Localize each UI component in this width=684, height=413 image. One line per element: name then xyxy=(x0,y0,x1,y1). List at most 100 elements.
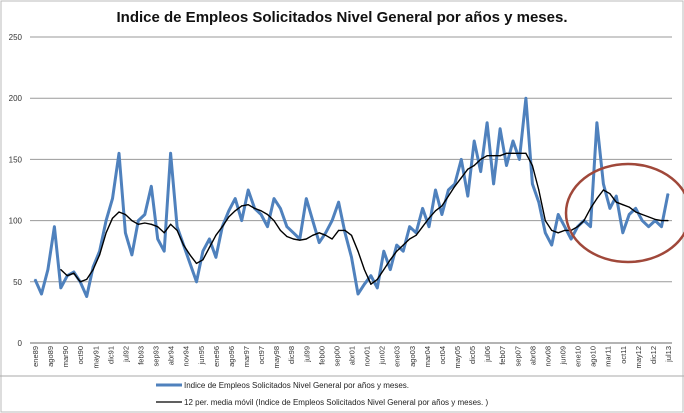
data-point xyxy=(635,207,637,209)
data-point xyxy=(234,197,236,200)
data-point xyxy=(505,164,508,167)
data-point xyxy=(105,232,107,234)
data-point xyxy=(92,268,94,271)
data-point xyxy=(299,239,301,241)
data-point xyxy=(189,262,191,265)
data-point xyxy=(480,158,482,160)
x-tick-label: ene96 xyxy=(212,346,221,367)
x-tick-label: dic05 xyxy=(468,346,477,364)
data-point xyxy=(318,232,320,234)
data-point xyxy=(499,155,501,157)
data-point xyxy=(182,244,185,246)
data-point xyxy=(505,152,508,154)
x-tick-label: feb00 xyxy=(317,346,326,365)
y-tick-label: 50 xyxy=(13,278,22,287)
x-tick-label: ago96 xyxy=(227,346,236,367)
data-point xyxy=(441,213,443,216)
data-point xyxy=(137,220,139,222)
data-point xyxy=(493,183,495,185)
x-tick-label: dic91 xyxy=(106,346,115,364)
data-point xyxy=(648,226,650,228)
data-point xyxy=(370,283,372,285)
data-point xyxy=(389,268,391,271)
data-point xyxy=(467,168,469,170)
data-point xyxy=(325,232,327,234)
data-point xyxy=(467,195,469,197)
data-point xyxy=(564,226,566,228)
data-point xyxy=(73,272,75,274)
data-point xyxy=(609,207,611,209)
data-point xyxy=(337,229,340,231)
data-point xyxy=(480,171,482,173)
data-point xyxy=(493,155,495,157)
y-axis-ticks: 0 50 100 150 200 250 xyxy=(9,33,23,348)
data-point xyxy=(331,220,333,222)
data-point xyxy=(279,207,282,209)
data-point xyxy=(86,278,88,280)
x-tick-label: oct11 xyxy=(619,346,628,364)
x-tick-label: sep93 xyxy=(152,346,161,366)
data-point xyxy=(615,201,617,203)
data-point xyxy=(428,226,430,228)
x-tick-label: feb07 xyxy=(498,346,507,365)
data-point xyxy=(344,232,346,234)
data-point xyxy=(357,293,359,295)
data-point xyxy=(531,183,533,185)
data-point xyxy=(499,128,501,130)
data-point xyxy=(286,226,288,228)
data-point xyxy=(241,205,243,207)
data-point xyxy=(163,250,165,252)
data-point xyxy=(98,254,101,256)
data-point xyxy=(428,217,430,219)
data-point xyxy=(518,152,521,154)
data-point xyxy=(518,158,521,160)
data-point xyxy=(512,152,514,154)
data-point xyxy=(363,283,366,285)
data-point xyxy=(544,232,546,234)
data-point xyxy=(195,281,198,283)
x-tick-label: sep07 xyxy=(513,346,522,366)
data-point xyxy=(525,97,527,99)
data-point xyxy=(660,226,663,228)
data-point xyxy=(124,213,127,216)
x-tick-label: may98 xyxy=(272,346,281,369)
data-point xyxy=(144,222,146,224)
data-point xyxy=(215,256,217,258)
data-point xyxy=(202,259,204,261)
x-tick-label: ago03 xyxy=(408,346,417,367)
data-point xyxy=(409,226,411,228)
data-point xyxy=(47,268,49,271)
legend-item-index: Indice de Empleos Solicitados Nivel Gene… xyxy=(156,381,409,390)
data-point xyxy=(525,152,527,154)
data-point xyxy=(170,223,172,225)
legend: Indice de Empleos Solicitados Nivel Gene… xyxy=(156,381,488,407)
data-point xyxy=(609,193,611,195)
data-point xyxy=(86,295,88,298)
data-point xyxy=(247,189,249,191)
data-point xyxy=(641,220,643,222)
data-point xyxy=(628,213,630,216)
data-point xyxy=(286,235,288,238)
points-index xyxy=(34,97,669,298)
x-tick-label: ene89 xyxy=(31,346,40,367)
data-point xyxy=(228,216,230,218)
y-tick-label: 150 xyxy=(9,155,23,164)
data-point xyxy=(60,287,62,289)
data-point xyxy=(531,164,533,167)
data-point xyxy=(260,210,262,212)
data-point xyxy=(441,205,443,207)
x-tick-label: oct04 xyxy=(438,346,447,364)
data-point xyxy=(170,152,172,154)
data-point xyxy=(215,234,217,236)
data-point xyxy=(396,250,398,252)
x-tick-label: jul99 xyxy=(302,346,311,363)
data-point xyxy=(299,238,301,240)
data-point xyxy=(273,220,275,222)
data-point xyxy=(305,238,307,240)
data-point xyxy=(53,226,55,228)
data-point xyxy=(454,183,456,185)
data-point xyxy=(118,211,120,213)
data-point xyxy=(157,238,159,240)
data-point xyxy=(538,201,540,203)
y-tick-label: 0 xyxy=(18,339,23,348)
